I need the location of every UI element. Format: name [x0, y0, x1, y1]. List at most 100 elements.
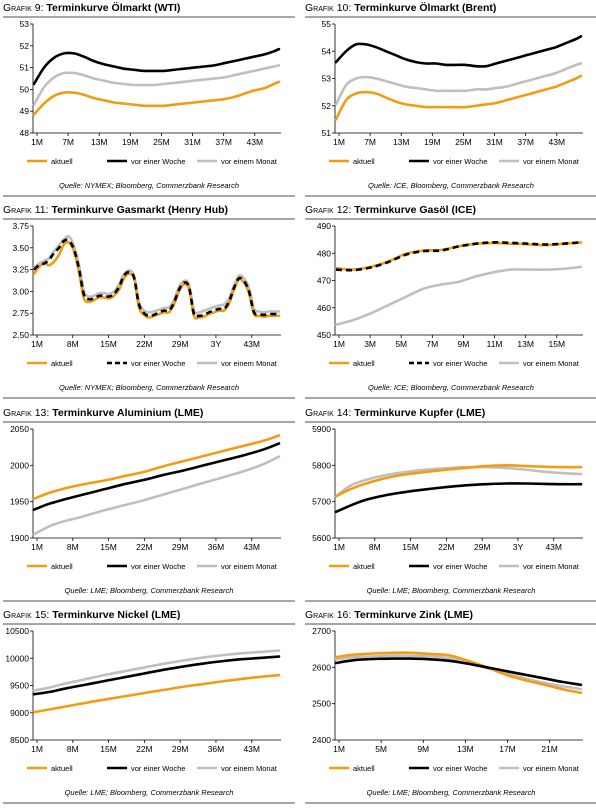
x-tick-label: 19M [122, 137, 139, 147]
x-tick-label: 19M [424, 137, 441, 147]
x-tick-label: 22M [438, 542, 455, 552]
legend-label-aktuell: aktuell [51, 764, 73, 773]
x-tick-label: 43M [247, 137, 264, 147]
legend-label-aktuell: aktuell [51, 359, 73, 368]
y-tick-label: 2000 [10, 460, 29, 470]
legend-label-woche: vor einer Woche [131, 764, 185, 773]
x-tick-label: 29M [474, 542, 491, 552]
source-rule [3, 397, 295, 399]
x-tick-label: 8M [369, 542, 381, 552]
legend-label-woche: vor einer Woche [131, 157, 185, 166]
line-chart: 8500 9000 9500 10000 10500 1M 8M 15M 22M 29M 36M 43… [5, 627, 281, 773]
chart-title: Grafik 15: Terminkurve Nickel (LME) [3, 609, 295, 623]
x-tick-label: 1M [31, 339, 43, 349]
chart-title: Grafik 14: Terminkurve Kupfer (LME) [305, 407, 596, 421]
x-tick-label: 29M [172, 339, 189, 349]
legend-label-aktuell: aktuell [51, 562, 73, 571]
chart-source: Quelle: LME; Bloomberg, Commerzbank Rese… [64, 788, 234, 797]
y-tick-label: 9500 [10, 681, 29, 691]
x-tick-label: 5M [375, 744, 387, 754]
series-line-aktuell [32, 80, 281, 116]
y-tick-label: 1950 [10, 497, 29, 507]
series-line-aktuell [334, 74, 583, 121]
x-tick-label: 37M [215, 137, 232, 147]
source-rule [3, 600, 295, 602]
y-tick-label: 2500 [312, 699, 331, 709]
x-tick-label: 8M [67, 744, 79, 754]
y-tick-label: 460 [317, 303, 331, 313]
x-tick-label: 1M [31, 744, 43, 754]
y-tick-label: 3.75 [12, 222, 29, 231]
x-tick-label: 25M [153, 137, 170, 147]
chart-panel: Grafik 15: Terminkurve Nickel (LME) 8500 9… [3, 609, 295, 807]
chart-number: Grafik 13: [3, 407, 50, 419]
x-tick-label: 1M [333, 744, 345, 754]
chart-title: Grafik 10: Terminkurve Ölmarkt (Brent) [305, 2, 596, 16]
series-line-monat [32, 234, 281, 315]
y-tick-label: 52 [322, 101, 332, 111]
y-tick-label: 10500 [5, 627, 29, 636]
x-tick-label: 22M [136, 339, 153, 349]
y-tick-label: 9000 [10, 708, 29, 718]
y-tick-label: 48 [20, 128, 30, 138]
chart-number: Grafik 12: [305, 204, 352, 216]
line-chart: 1900 1950 2000 2050 1M 8M 15M 22M 29M 36M 43M aktue… [10, 425, 281, 571]
chart-title-text: Terminkurve Kupfer (LME) [354, 407, 486, 419]
series-line-monat [32, 649, 281, 692]
series-line-woche [335, 241, 582, 272]
x-tick-label: 17M [499, 744, 516, 754]
x-tick-label: 29M [172, 744, 189, 754]
y-tick-label: 2600 [312, 662, 331, 672]
chart-title-text: Terminkurve Ölmarkt (WTI) [46, 2, 181, 14]
title-rule [305, 16, 596, 18]
y-tick-label: 2.50 [12, 330, 29, 340]
x-tick-label: 15M [100, 339, 117, 349]
x-tick-label: 3Y [513, 542, 524, 552]
chart-number: Grafik 15: [3, 609, 50, 621]
x-tick-label: 5M [395, 339, 407, 349]
source-rule [305, 802, 596, 804]
x-tick-label: 37M [517, 137, 534, 147]
series-line-aktuell [32, 434, 281, 501]
x-tick-label: 29M [172, 542, 189, 552]
y-tick-label: 49 [20, 106, 30, 116]
legend-label-aktuell: aktuell [353, 157, 375, 166]
legend-label-woche: vor einer Woche [433, 562, 487, 571]
series-line-woche [32, 655, 281, 696]
chart-title-text: Terminkurve Aluminium (LME) [52, 407, 204, 419]
legend-label-woche: vor einer Woche [131, 359, 185, 368]
legend-label-monat: vor einem Monat [221, 359, 278, 368]
chart-panel: Grafik 14: Terminkurve Kupfer (LME) 5600 5… [305, 407, 596, 605]
legend-label-monat: vor einem Monat [221, 157, 278, 166]
y-tick-label: 53 [20, 20, 30, 29]
x-tick-label: 13M [457, 744, 474, 754]
source-rule [3, 802, 295, 804]
x-tick-label: 1M [333, 339, 345, 349]
y-tick-label: 8500 [10, 735, 29, 745]
legend-label-woche: vor einer Woche [131, 562, 185, 571]
chart-title-text: Terminkurve Ölmarkt (Brent) [354, 2, 497, 14]
x-tick-label: 7M [62, 137, 74, 147]
chart-source: Quelle: ICE; Bloomberg, Commerzbank Rese… [368, 383, 534, 392]
x-tick-label: 8M [67, 542, 79, 552]
legend-label-woche: vor einer Woche [433, 157, 487, 166]
x-tick-label: 43M [243, 744, 260, 754]
series-line-woche [32, 47, 281, 86]
chart-title-text: Terminkurve Nickel (LME) [52, 609, 181, 621]
y-tick-label: 2.75 [12, 308, 29, 318]
series-line-woche [32, 442, 281, 511]
chart-title-text: Terminkurve Gasmarkt (Henry Hub) [51, 204, 229, 216]
chart-title: Grafik 12: Terminkurve Gasöl (ICE) [305, 204, 596, 218]
x-tick-label: 3Y [211, 339, 222, 349]
y-tick-label: 450 [317, 330, 331, 340]
source-rule [305, 397, 596, 399]
chart-panel: Grafik 10: Terminkurve Ölmarkt (Brent) 51… [305, 2, 596, 200]
chart-number: Grafik 11: [3, 204, 49, 216]
legend-label-aktuell: aktuell [353, 562, 375, 571]
chart-number: Grafik 9: [3, 2, 44, 14]
x-tick-label: 11M [487, 339, 503, 349]
legend-label-monat: vor einem Monat [221, 764, 278, 773]
x-tick-label: 15M [402, 542, 419, 552]
x-tick-label: 25M [455, 137, 472, 147]
x-tick-label: 8M [67, 339, 79, 349]
